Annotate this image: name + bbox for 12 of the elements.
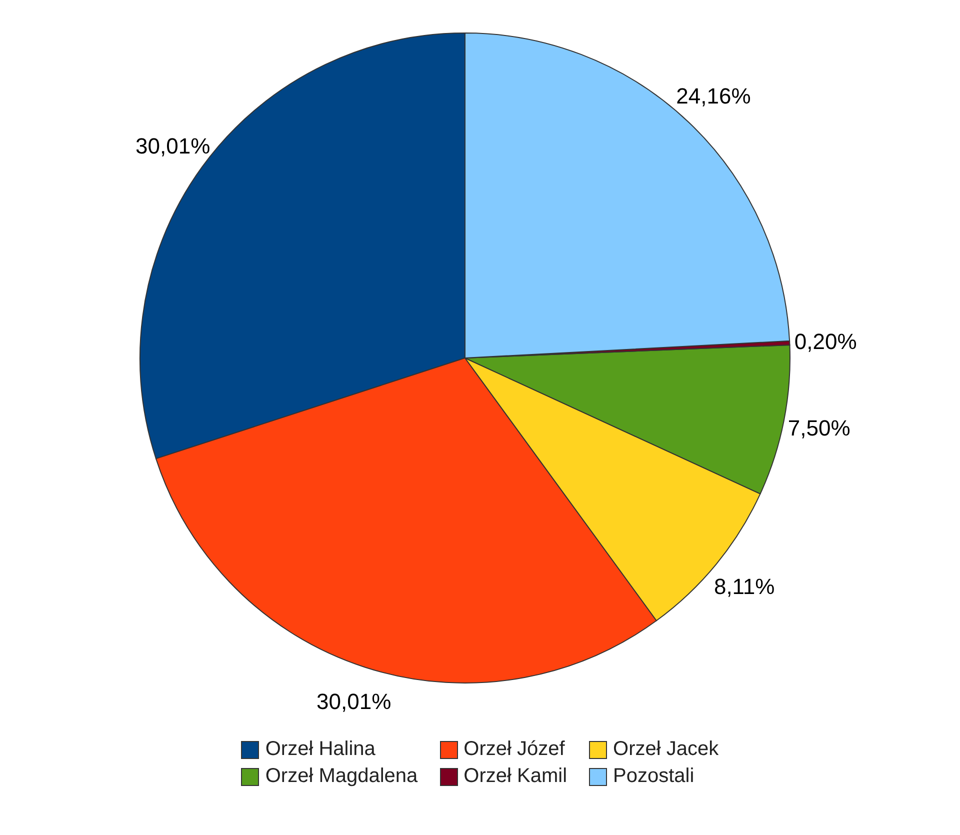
data-label: 8,11%: [714, 574, 775, 600]
legend-label: Orzeł Halina: [265, 738, 376, 761]
data-label: 30,01%: [316, 688, 392, 714]
legend-label: Orzeł Józef: [464, 738, 565, 761]
legend-label: Orzeł Jacek: [613, 738, 719, 761]
data-label: 24,16%: [676, 84, 751, 109]
data-label: 7,50%: [788, 416, 850, 441]
legend-label: Orzeł Magdalena: [265, 765, 418, 788]
legend-label: Orzeł Kamil: [464, 765, 568, 788]
data-label: 0,20%: [794, 328, 857, 354]
data-label: 30,01%: [136, 133, 210, 158]
legend-label: Pozostali: [613, 765, 694, 788]
